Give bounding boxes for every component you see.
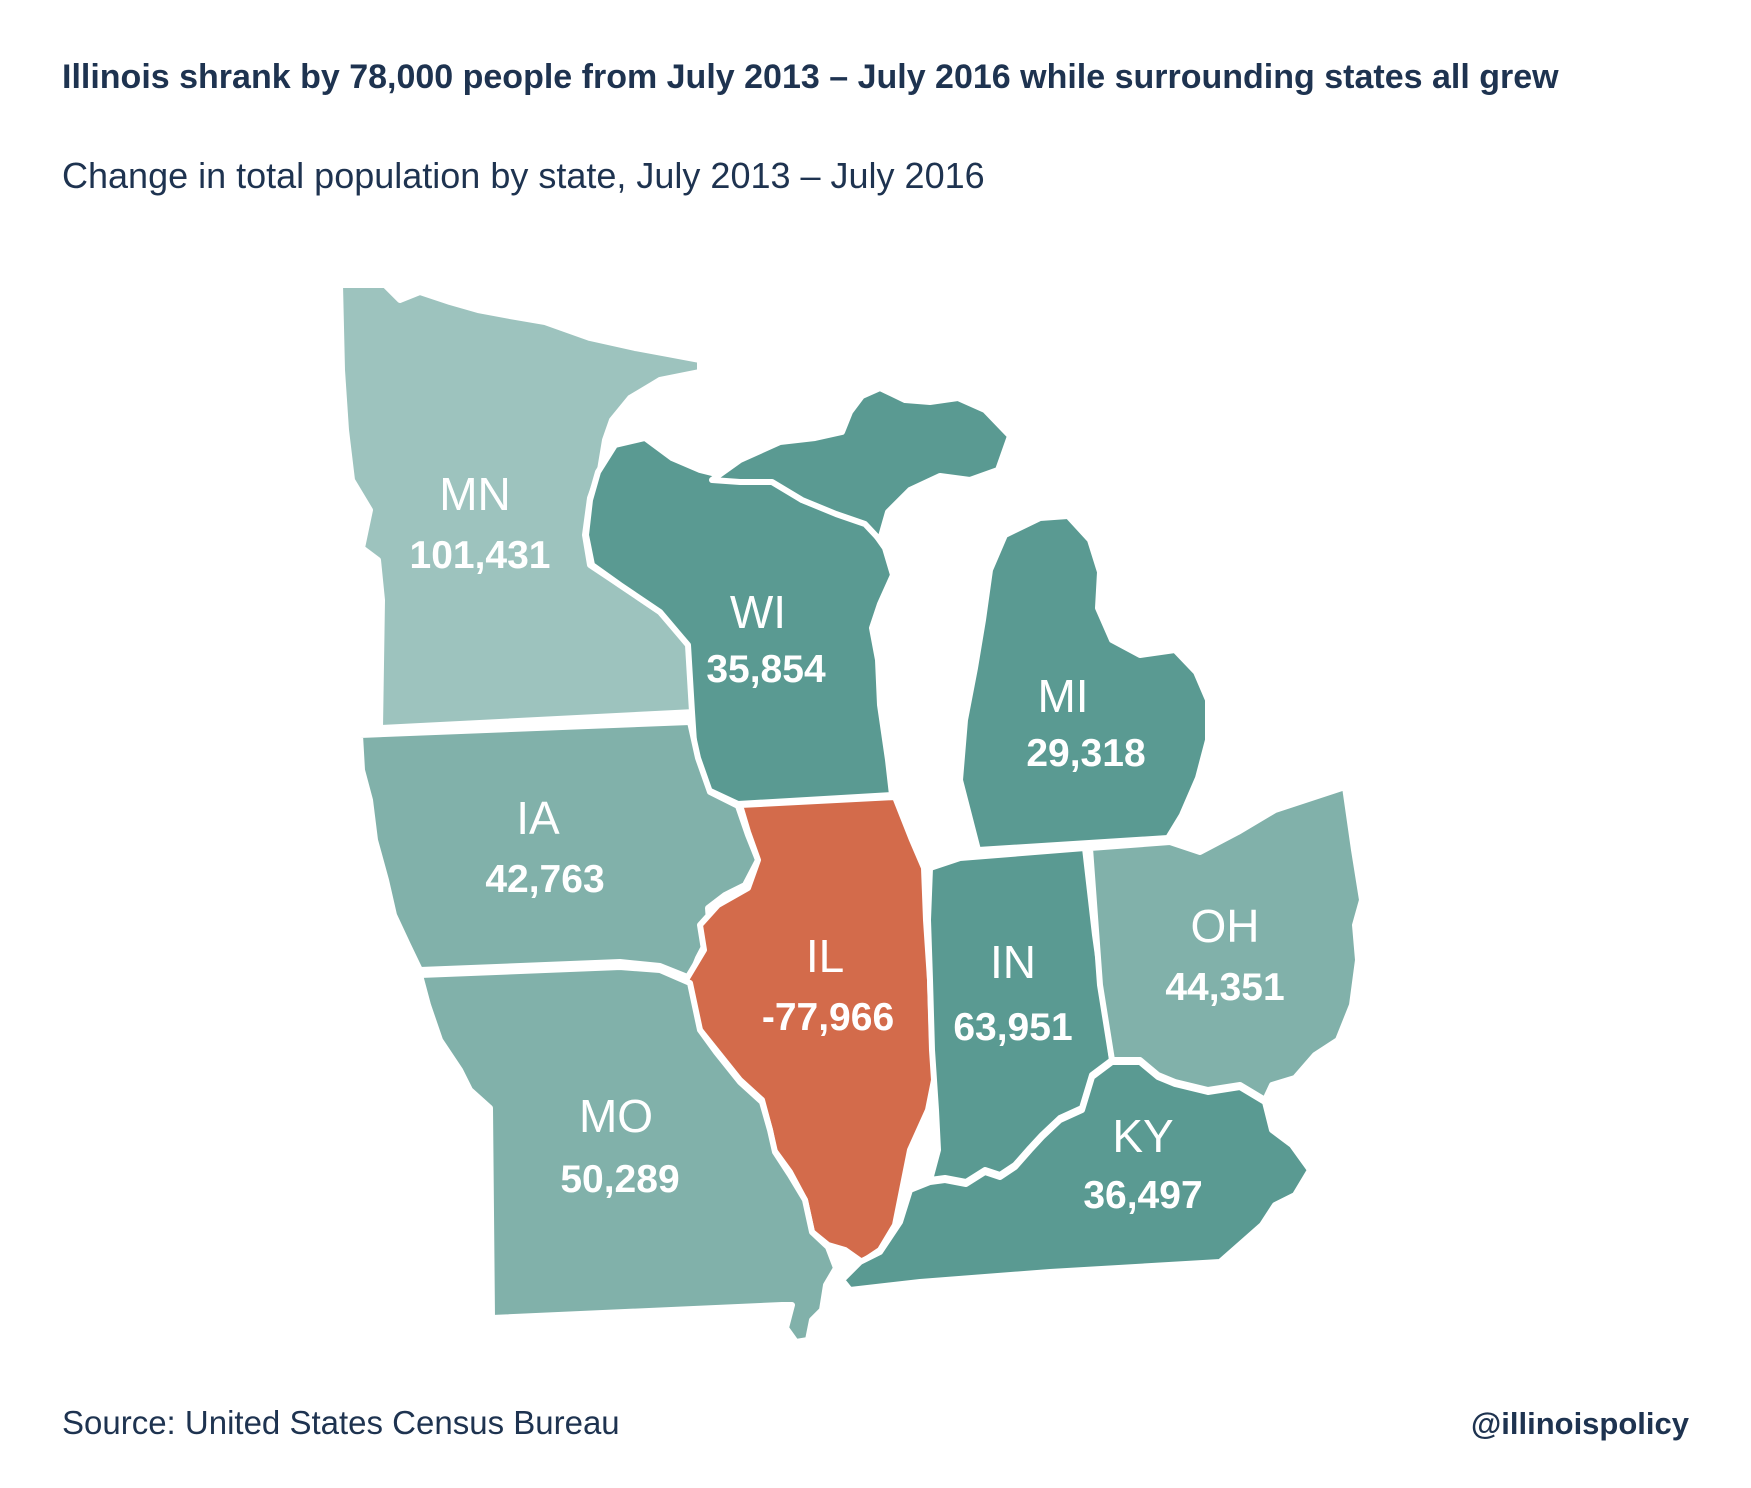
label-ia-abbr: IA xyxy=(516,792,560,844)
label-oh-value: 44,351 xyxy=(1165,966,1284,1009)
map-title: Illinois shrank by 78,000 people from Ju… xyxy=(62,58,1559,96)
source-note: Source: United States Census Bureau xyxy=(62,1404,620,1441)
label-mo-value: 50,289 xyxy=(560,1158,679,1201)
label-ky-abbr: KY xyxy=(1112,1110,1173,1162)
label-wi-value: 35,854 xyxy=(706,648,826,691)
label-mi-abbr: MI xyxy=(1037,670,1088,722)
label-mn-abbr: MN xyxy=(439,468,511,520)
label-mn-value: 101,431 xyxy=(410,534,551,577)
label-ky-value: 36,497 xyxy=(1083,1174,1202,1217)
label-il-value: -77,966 xyxy=(762,996,894,1039)
label-in-abbr: IN xyxy=(990,936,1036,988)
label-il-abbr: IL xyxy=(806,930,844,982)
label-wi-abbr: WI xyxy=(730,586,786,638)
state-mi-upper xyxy=(709,385,1013,543)
state-mo xyxy=(417,964,839,1345)
state-mn xyxy=(337,282,703,731)
label-ia-value: 42,763 xyxy=(485,858,604,901)
state-ky xyxy=(839,1059,1313,1293)
label-mo-abbr: MO xyxy=(579,1090,653,1142)
map-subtitle: Change in total population by state, Jul… xyxy=(62,155,985,196)
label-mi-value: 29,318 xyxy=(1026,732,1145,775)
state-mi xyxy=(957,513,1211,853)
label-oh-abbr: OH xyxy=(1191,900,1260,952)
label-in-value: 63,951 xyxy=(953,1006,1072,1049)
social-handle: @illinoispolicy xyxy=(1471,1406,1689,1441)
state-ia xyxy=(357,719,761,981)
